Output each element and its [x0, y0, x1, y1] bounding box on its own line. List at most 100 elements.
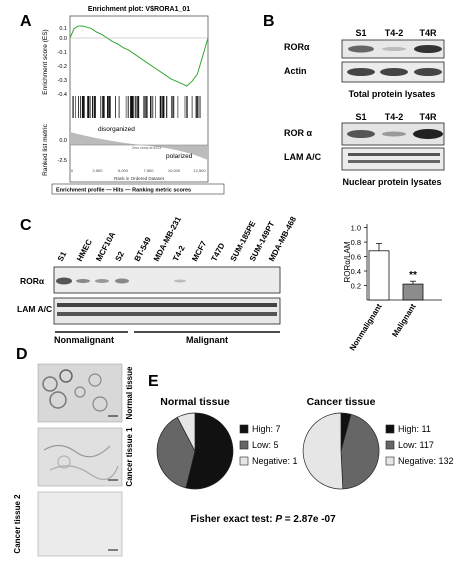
row-label-lam-c: LAM A/C	[17, 304, 52, 314]
label-cancer-tissue-1: Cancer tissue 1	[125, 427, 134, 487]
normal-pie-title: Normal tissue	[160, 396, 230, 408]
legend-swatch	[385, 456, 395, 466]
group-nonmalignant: Nonmalignant	[54, 335, 114, 345]
es-axis-label: Enrichment score (ES)	[42, 29, 49, 94]
es-tick-label: 0.0	[59, 36, 67, 42]
legend-entry: Negative: 132	[398, 456, 454, 466]
lane-t4-2: T4-2	[385, 28, 404, 38]
legend-entry: Low: 5	[252, 440, 279, 450]
panel-b-letter: B	[263, 13, 275, 30]
caption-nuclear-lysates: Nuclear protein lysates	[342, 177, 441, 187]
panel-c-letter: C	[20, 217, 32, 234]
pie-slice-negative	[176, 412, 196, 452]
pie-slice-low	[340, 413, 380, 490]
normal-tissue-pie	[156, 412, 234, 490]
pie-slice-low	[156, 416, 196, 489]
group-malignant: Malignant	[186, 335, 228, 345]
zero-cross-note: Zero cross at 6313	[132, 146, 161, 150]
bar-y-tick-label: 0.2	[351, 282, 361, 291]
lane-t4-2-nuclear: T4-2	[385, 112, 404, 122]
blot-actin	[341, 61, 445, 83]
blot-rora-c	[53, 266, 281, 294]
row-label-rora-nuclear: ROR α	[284, 128, 313, 138]
tissue-image-normal	[37, 363, 123, 423]
enrichment-profile-curve	[69, 25, 209, 87]
lane-s1-nuclear: S1	[355, 112, 366, 122]
panel-a-letter: A	[20, 13, 32, 30]
legend-swatch	[385, 440, 395, 450]
es-tick-label: 0.1	[59, 26, 67, 32]
legend-entry: High: 7	[252, 424, 281, 434]
label-disorganized: disorganized	[98, 126, 135, 133]
gsea-title: Enrichment plot: V$RORA1_01	[88, 6, 190, 13]
gsea-x-tick: 12,500	[193, 168, 206, 173]
bar-y-tick-label: 0.8	[351, 238, 361, 247]
bar-y-ticks: 1.0 0.8 0.6 0.4 0.2	[351, 224, 367, 291]
gsea-x-tick: 2,500	[92, 168, 103, 173]
bar-y-label: RORα/LAM	[343, 241, 352, 282]
cancer-pie-title: Cancer tissue	[307, 396, 376, 408]
lane-label-c: S2	[113, 250, 126, 263]
legend-swatch	[239, 424, 249, 434]
fisher-p: P	[275, 514, 282, 525]
bar-category-malignant: Malignant	[390, 302, 418, 339]
lane-label-c: HMEC	[75, 238, 94, 263]
gsea-x-tick: 10,000	[168, 168, 181, 173]
bar-category-nonmalignant: Nonmalignant	[348, 302, 384, 352]
pie-slice-high	[185, 412, 234, 490]
blot-rora-total	[341, 39, 445, 59]
label-normal-tissue: Normal tissue	[125, 366, 134, 419]
gsea-legend-box	[51, 183, 225, 195]
gsea-plot: Enrichment plot: V$RORA1_01 Enrichment s…	[42, 6, 225, 195]
hits-barcode	[72, 96, 201, 118]
bar-marks	[368, 243, 424, 301]
tissue-image-cancer-2	[37, 491, 123, 557]
pie-slice-negative	[302, 412, 344, 490]
rank-tick-labels: 0.0 -2.5	[58, 138, 67, 164]
panel-d-letter: D	[16, 346, 28, 363]
bar-nonmalignant	[368, 250, 390, 301]
legend-swatch	[239, 440, 249, 450]
row-label-actin: Actin	[284, 66, 307, 76]
label-cancer-tissue-2: Cancer tissue 2	[13, 494, 22, 554]
caption-total-lysates: Total protein lysates	[349, 89, 436, 99]
lane-t4r: T4R	[419, 28, 437, 38]
es-tick-label: -0.2	[58, 64, 67, 70]
cancer-tissue-pie	[302, 412, 380, 490]
panel-e-letter: E	[148, 373, 159, 390]
tissue-image-cancer-1	[37, 427, 123, 487]
lane-label-c: S1	[56, 250, 69, 263]
significance-marker: **	[409, 270, 417, 281]
rank-tick-label: -2.5	[58, 158, 67, 164]
legend-swatch	[385, 424, 395, 434]
ranked-metric-area	[70, 120, 208, 160]
gsea-x-tick: 0	[71, 168, 74, 173]
lane-s1: S1	[355, 28, 366, 38]
fisher-test: Fisher exact test: P = 2.87e -07	[190, 514, 336, 525]
gsea-x-tick-labels: 0 2,500 5,000 7,500 10,000 12,500	[71, 168, 207, 173]
gsea-x-tick: 7,500	[143, 168, 154, 173]
bar-malignant	[402, 283, 424, 301]
blot-rora-nuclear	[341, 122, 445, 146]
lane-label-c: BT-549	[133, 235, 154, 263]
blot-lam-b	[341, 147, 445, 171]
normal-pie-legend: High: 7 Low: 5 Negative: 1	[239, 424, 298, 466]
es-tick-labels: 0.1 0.0 -0.1 -0.2 -0.3 -0.4	[58, 26, 67, 98]
rora-lam-bar-chart: RORα/LAM 1.0 0.8 0.6 0.4 0.2 ** Nonmalignant…	[343, 224, 442, 352]
row-label-rora-c: RORα	[20, 276, 45, 286]
es-tick-label: -0.3	[58, 78, 67, 84]
rank-axis-label: Ranked list metric	[42, 123, 49, 175]
es-tick-label: -0.1	[58, 50, 67, 56]
bar-y-tick-label: 0.6	[351, 253, 361, 262]
legend-entry: Negative: 1	[252, 456, 298, 466]
row-label-rora-total: RORα	[284, 42, 310, 52]
lane-label-c: T4-2	[171, 244, 187, 263]
legend-entry: High: 11	[398, 424, 431, 434]
legend-entry: Low: 117	[398, 440, 434, 450]
label-polarized: polarized	[166, 153, 193, 160]
row-label-lam-b: LAM A/C	[284, 152, 322, 162]
blot-lam-c	[53, 297, 281, 325]
gsea-legend: Enrichment profile — Hits — Ranking metr…	[56, 188, 191, 194]
